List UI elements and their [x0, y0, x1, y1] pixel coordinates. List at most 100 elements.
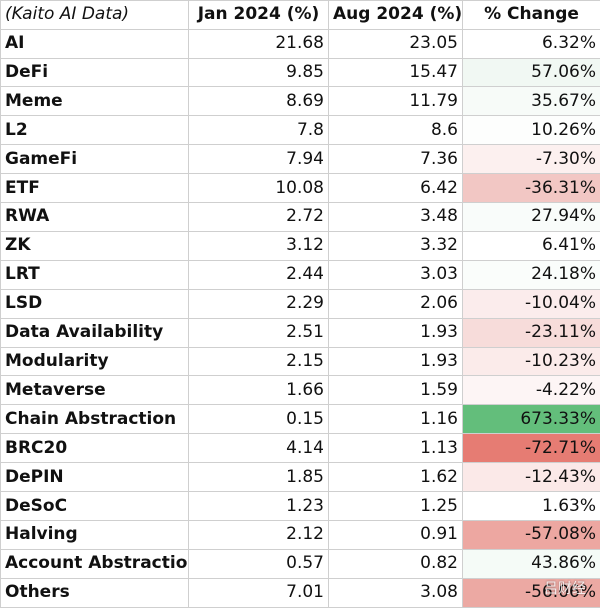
jan-value-cell: 2.12 — [188, 520, 329, 550]
aug-value-cell: 15.47 — [328, 57, 463, 88]
source-header: (Kaito AI Data) — [0, 0, 189, 30]
jan-value-cell: 7.01 — [188, 577, 329, 608]
change-value-cell: 1.63% — [462, 491, 600, 521]
table-row: Chain Abstraction 0.15 1.16 673.33% — [0, 404, 600, 435]
table-row: ETF 10.08 6.42 -36.31% — [0, 173, 600, 204]
table-row: Modularity 2.15 1.93 -10.23% — [0, 346, 600, 377]
table-row: DeFi 9.85 15.47 57.06% — [0, 57, 600, 88]
change-value-cell: -10.23% — [462, 346, 600, 377]
category-cell: ZK — [0, 230, 189, 261]
table-row: AI 21.68 23.05 6.32% — [0, 28, 600, 59]
jan-value-cell: 3.12 — [188, 230, 329, 261]
aug-value-cell: 1.93 — [328, 346, 463, 377]
table-row: Halving 2.12 0.91 -57.08% — [0, 520, 600, 550]
jan-value-cell: 0.15 — [188, 404, 329, 435]
category-cell: Chain Abstraction — [0, 404, 189, 435]
table-row: BRC20 4.14 1.13 -72.71% — [0, 433, 600, 464]
aug-value-cell: 3.32 — [328, 230, 463, 261]
category-cell: DePIN — [0, 462, 189, 493]
jan-value-cell: 2.51 — [188, 317, 329, 348]
table-row: Metaverse 1.66 1.59 -4.22% — [0, 375, 600, 406]
change-value-cell: 6.32% — [462, 28, 600, 59]
aug-value-cell: 7.36 — [328, 144, 463, 175]
jan-value-cell: 1.23 — [188, 491, 329, 521]
aug-value-cell: 0.82 — [328, 548, 463, 579]
jan-value-cell: 2.44 — [188, 259, 329, 290]
table-row: LRT 2.44 3.03 24.18% — [0, 259, 600, 290]
change-value-cell: 57.06% — [462, 57, 600, 88]
aug-value-cell: 23.05 — [328, 28, 463, 59]
table-row: Data Availability 2.51 1.93 -23.11% — [0, 317, 600, 348]
change-value-cell: -36.31% — [462, 173, 600, 204]
aug-value-cell: 1.59 — [328, 375, 463, 406]
table-row: DeSoC 1.23 1.25 1.63% — [0, 491, 600, 521]
change-value-cell: -57.08% — [462, 520, 600, 550]
table-row: Account Abstraction 0.57 0.82 43.86% — [0, 548, 600, 579]
watermark-text: 吕财经 — [544, 581, 586, 597]
table-row: L2 7.8 8.6 10.26% — [0, 115, 600, 146]
category-cell: RWA — [0, 202, 189, 232]
category-cell: Modularity — [0, 346, 189, 377]
aug-header: Aug 2024 (%) — [328, 0, 463, 30]
jan-value-cell: 4.14 — [188, 433, 329, 464]
category-cell: GameFi — [0, 144, 189, 175]
jan-value-cell: 2.15 — [188, 346, 329, 377]
change-value-cell: 6.41% — [462, 230, 600, 261]
aug-value-cell: 1.62 — [328, 462, 463, 493]
table-row: GameFi 7.94 7.36 -7.30% — [0, 144, 600, 175]
table-row: LSD 2.29 2.06 -10.04% — [0, 288, 600, 319]
aug-value-cell: 0.91 — [328, 520, 463, 550]
change-value-cell: 24.18% — [462, 259, 600, 290]
aug-value-cell: 2.06 — [328, 288, 463, 319]
category-cell: L2 — [0, 115, 189, 146]
change-value-cell: -7.30% — [462, 144, 600, 175]
change-value-cell: -12.43% — [462, 462, 600, 493]
table-row: RWA 2.72 3.48 27.94% — [0, 202, 600, 232]
jan-value-cell: 0.57 — [188, 548, 329, 579]
category-cell: DeFi — [0, 57, 189, 88]
aug-value-cell: 3.48 — [328, 202, 463, 232]
change-value-cell: -4.22% — [462, 375, 600, 406]
change-value-cell: -23.11% — [462, 317, 600, 348]
jan-value-cell: 9.85 — [188, 57, 329, 88]
category-cell: Others — [0, 577, 189, 608]
category-cell: Halving — [0, 520, 189, 550]
jan-value-cell: 8.69 — [188, 86, 329, 117]
category-cell: LRT — [0, 259, 189, 290]
change-value-cell: -10.04% — [462, 288, 600, 319]
category-cell: BRC20 — [0, 433, 189, 464]
change-value-cell: 35.67% — [462, 86, 600, 117]
category-cell: ETF — [0, 173, 189, 204]
table-row: DePIN 1.85 1.62 -12.43% — [0, 462, 600, 493]
aug-value-cell: 1.16 — [328, 404, 463, 435]
change-value-cell: -56.06% — [462, 577, 600, 608]
change-value-cell: 43.86% — [462, 548, 600, 579]
jan-value-cell: 7.94 — [188, 144, 329, 175]
aug-value-cell: 8.6 — [328, 115, 463, 146]
table-row: Others 7.01 3.08 -56.06% — [0, 577, 600, 608]
change-value-cell: 27.94% — [462, 202, 600, 232]
aug-value-cell: 3.08 — [328, 577, 463, 608]
category-cell: Account Abstraction — [0, 548, 189, 579]
jan-value-cell: 1.66 — [188, 375, 329, 406]
change-value-cell: 673.33% — [462, 404, 600, 435]
jan-value-cell: 2.29 — [188, 288, 329, 319]
change-header: % Change — [462, 0, 600, 30]
aug-value-cell: 11.79 — [328, 86, 463, 117]
jan-value-cell: 10.08 — [188, 173, 329, 204]
header-row: (Kaito AI Data) Jan 2024 (%) Aug 2024 (%… — [0, 0, 600, 30]
category-cell: Metaverse — [0, 375, 189, 406]
category-cell: Data Availability — [0, 317, 189, 348]
table-row: ZK 3.12 3.32 6.41% — [0, 230, 600, 261]
table-row: Meme 8.69 11.79 35.67% — [0, 86, 600, 117]
jan-value-cell: 7.8 — [188, 115, 329, 146]
change-value-cell: -72.71% — [462, 433, 600, 464]
category-cell: LSD — [0, 288, 189, 319]
category-cell: DeSoC — [0, 491, 189, 521]
jan-value-cell: 21.68 — [188, 28, 329, 59]
category-cell: Meme — [0, 86, 189, 117]
change-value-cell: 10.26% — [462, 115, 600, 146]
jan-header: Jan 2024 (%) — [188, 0, 329, 30]
aug-value-cell: 1.25 — [328, 491, 463, 521]
